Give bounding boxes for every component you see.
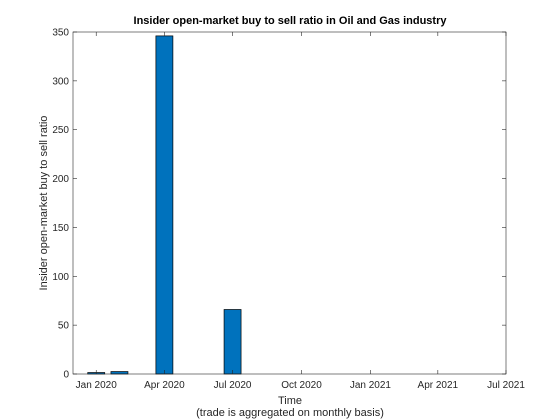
bar xyxy=(110,371,129,375)
x-tick-label: Jul 2021 xyxy=(487,380,525,391)
y-tick-label: 200 xyxy=(52,174,69,185)
plot-area-frame xyxy=(72,31,507,375)
x-tick-label: Jul 2020 xyxy=(214,380,252,391)
x-axis-label: Time xyxy=(278,395,302,407)
bar xyxy=(155,35,174,375)
y-tick-label: 300 xyxy=(52,76,69,87)
y-axis-label: Insider open-market buy to sell ratio xyxy=(38,116,50,291)
x-tick-label: Oct 2020 xyxy=(281,380,322,391)
y-tick-label: 0 xyxy=(63,370,69,381)
y-tick-label: 250 xyxy=(52,125,69,136)
x-tick-label: Jan 2021 xyxy=(350,380,392,391)
bar xyxy=(223,309,242,375)
y-axis: 0 50 100 150 200 250 300 350 xyxy=(52,28,506,381)
x-axis: Jan 2020 Apr 2020 Jul 2020 Oct 2020 Jan 2021… xyxy=(76,32,525,391)
y-tick-label: 50 xyxy=(58,321,70,332)
y-tick-label: 100 xyxy=(52,272,69,283)
x-tick-label: Jan 2020 xyxy=(76,380,118,391)
x-tick-label: Apr 2021 xyxy=(418,380,459,391)
y-tick-label: 350 xyxy=(52,28,69,39)
bars-group xyxy=(87,35,242,375)
chart-title: Insider open-market buy to sell ratio in… xyxy=(134,15,448,27)
x-axis-note: (trade is aggregated on monthly basis) xyxy=(196,407,384,419)
y-tick-label: 150 xyxy=(52,223,69,234)
x-tick-label: Apr 2020 xyxy=(144,380,185,391)
